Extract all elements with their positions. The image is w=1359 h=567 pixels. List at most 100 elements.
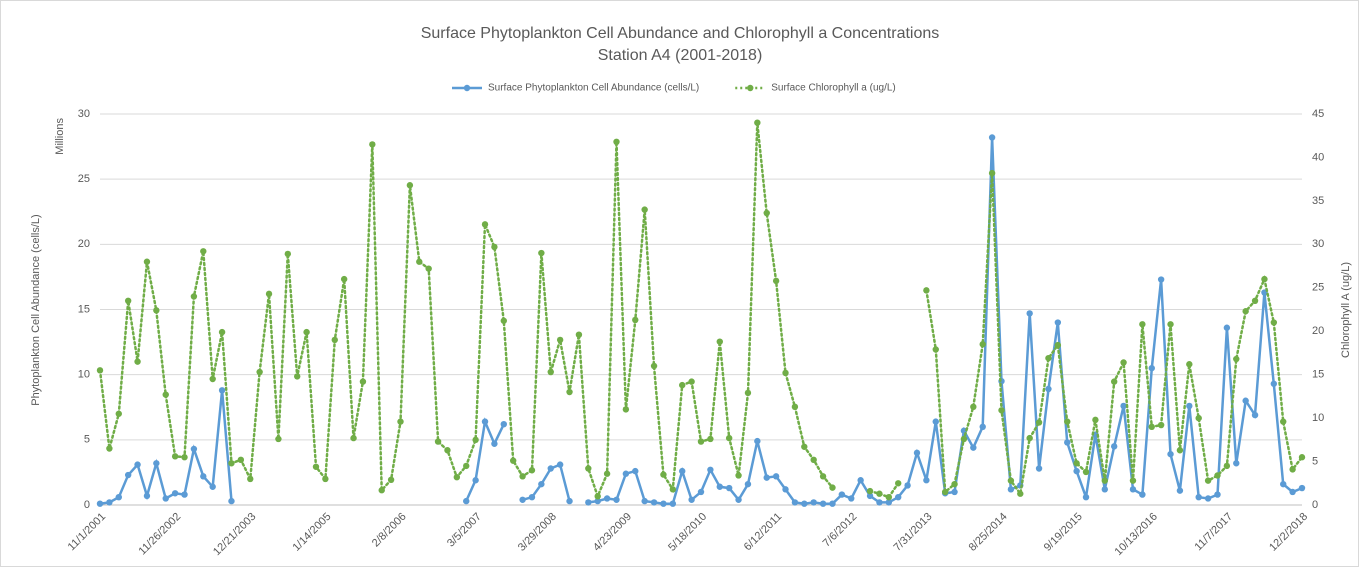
data-point [838,491,846,498]
data-point [566,497,573,505]
data-point [1148,364,1155,372]
data-point [688,496,695,503]
data-point [491,440,498,447]
data-point [434,438,442,445]
data-point [218,328,226,336]
data-point [162,391,169,398]
y2-tick-label: 15 [1312,369,1324,381]
data-point [1007,477,1015,484]
data-point [1073,460,1080,467]
data-point [1289,466,1296,473]
data-point [96,367,104,374]
data-point [669,486,677,493]
data-point [1186,402,1193,410]
data-point [519,473,526,480]
y2-axis-title: Chlorophyll A (ug/L) [1340,262,1352,358]
data-point [1204,495,1212,502]
data-point [763,474,770,481]
data-point [1101,486,1108,493]
data-point [725,484,733,492]
data-point [331,336,338,344]
legend-label: Surface Phytoplankton Cell Abundance (ce… [488,83,699,94]
data-point [810,499,817,506]
data-point [153,460,160,467]
data-point [810,456,817,464]
data-point [181,491,188,498]
data-point [735,472,742,479]
data-point [547,368,554,376]
data-point [1176,487,1184,494]
data-point [181,454,188,461]
data-point [1035,419,1043,426]
data-point [190,293,198,300]
data-point [1204,477,1212,484]
data-point [209,375,216,383]
data-point [1223,324,1231,331]
data-point [1280,480,1287,488]
data-point [444,447,451,454]
data-point [1073,467,1080,475]
y2-tick-label: 5 [1312,455,1318,467]
data-point [340,275,348,283]
data-point [453,473,461,481]
y2-tick-label: 30 [1312,238,1324,250]
data-point [378,487,385,494]
data-point [1233,355,1240,363]
data-point [1092,416,1099,424]
data-point [200,248,207,255]
data-point [472,477,479,484]
data-point [716,338,723,345]
data-point [923,287,930,294]
data-point [1298,454,1306,461]
data-point [556,461,564,468]
data-point [472,436,479,444]
data-point [1082,493,1090,501]
data-point [509,457,517,464]
data-point [124,297,132,305]
data-point [679,467,686,475]
data-point [754,437,761,445]
data-point [697,438,705,445]
data-point [1223,462,1231,470]
data-point [772,277,780,285]
data-point [1167,450,1174,458]
data-point [772,473,780,480]
data-point [171,453,179,460]
data-point [200,473,207,480]
data-point [1157,421,1165,429]
data-point [744,389,752,397]
data-point [556,336,564,344]
data-point [932,418,939,425]
data-point [350,434,357,442]
data-point [819,473,827,480]
data-point [876,499,883,506]
data-point [575,331,583,338]
data-point [679,381,686,389]
data-point [744,480,752,488]
legend-marker [463,84,471,92]
data-point [923,477,930,484]
legend-label: Surface Chlorophyll a (ug/L) [771,83,896,94]
data-point [359,378,367,385]
data-point [425,265,432,272]
data-point [585,499,592,506]
data-point [688,378,695,385]
data-point [106,499,113,506]
data-point [1054,319,1062,326]
data-point [960,435,968,443]
data-point [594,493,601,500]
data-point [416,258,423,265]
data-point [463,462,470,470]
data-point [256,368,263,376]
data-point [782,486,789,493]
y2-tick-label: 20 [1312,325,1324,337]
data-point [312,463,320,470]
data-point [941,488,949,496]
data-point [829,484,836,491]
data-point [1242,397,1249,404]
y-tick-label: 25 [78,173,90,185]
legend-marker [747,84,754,92]
data-point [801,443,808,450]
data-point [613,138,620,146]
